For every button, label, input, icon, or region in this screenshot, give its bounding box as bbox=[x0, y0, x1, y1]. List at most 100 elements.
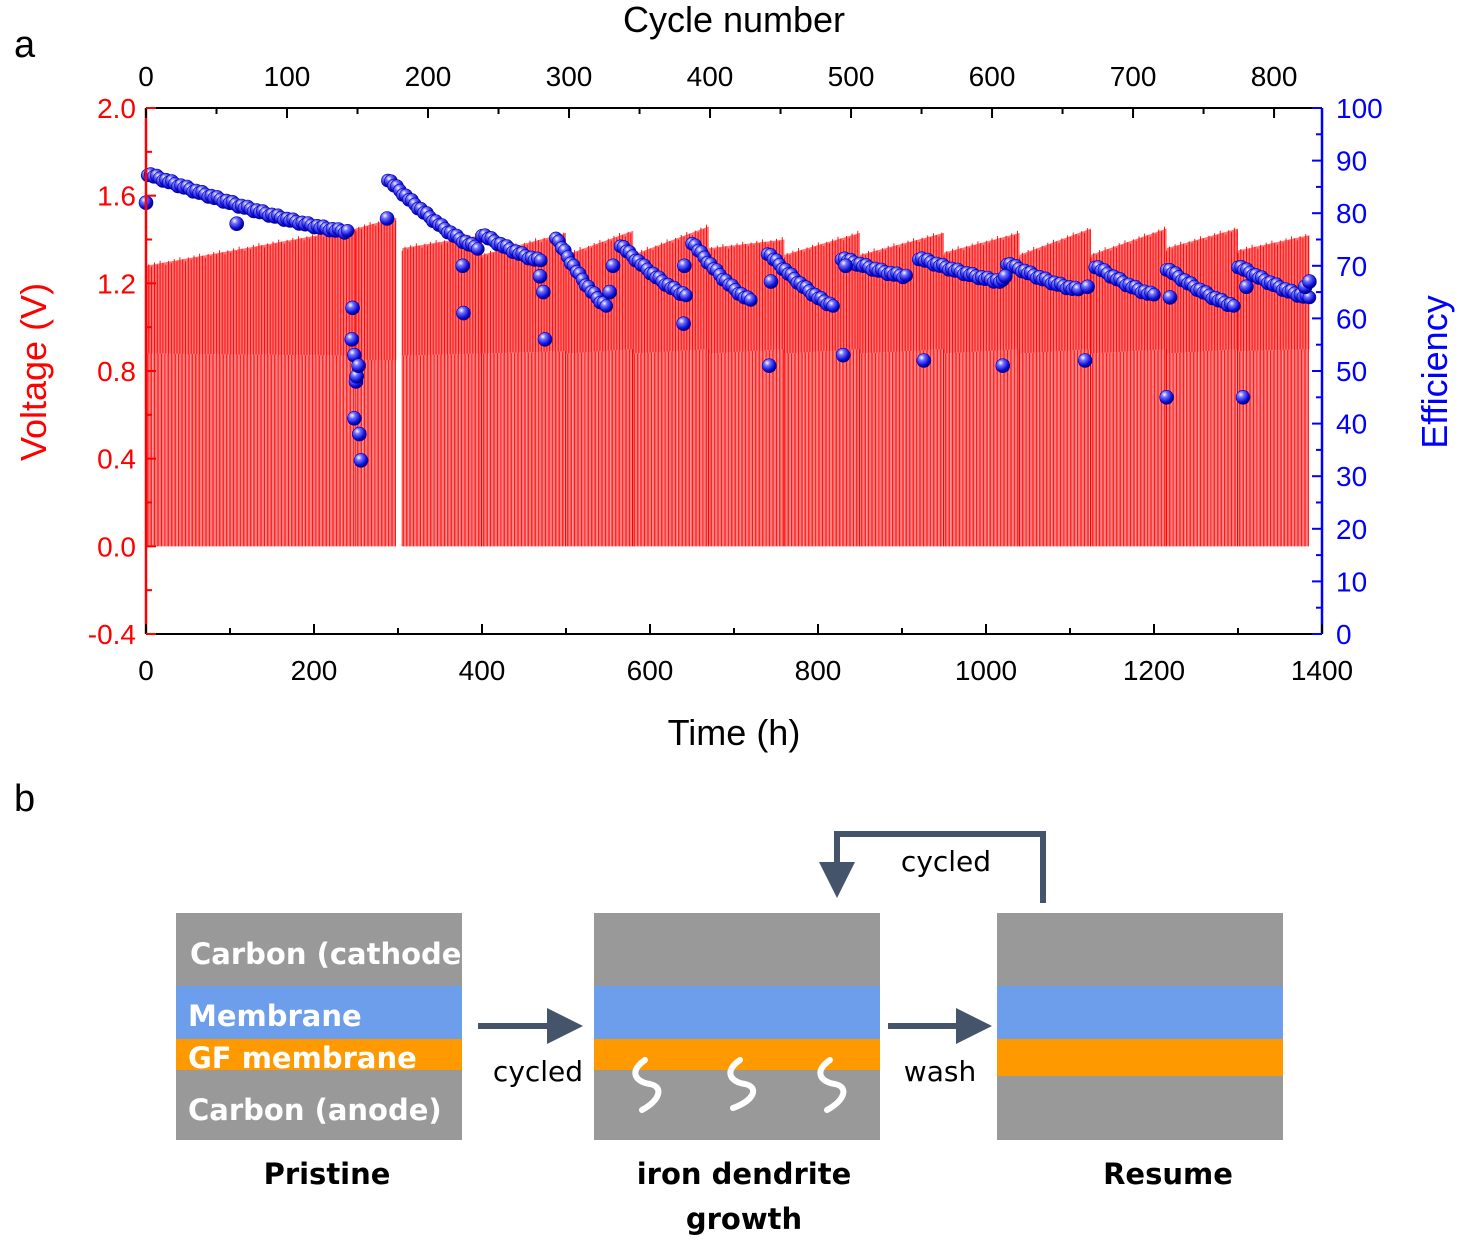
y-right-tick-label: 90 bbox=[1336, 146, 1367, 177]
efficiency-point bbox=[997, 268, 1013, 284]
y-right-tick-label: 30 bbox=[1336, 461, 1367, 492]
voltage-band bbox=[146, 228, 356, 356]
x-axis-title: Time (h) bbox=[668, 712, 801, 753]
carbon-cathode-label: Carbon (cathode) bbox=[190, 937, 475, 971]
efficiency-point bbox=[455, 258, 471, 274]
efficiency-point bbox=[340, 224, 355, 238]
efficiency-point bbox=[838, 258, 854, 274]
carbon-anode-layer bbox=[997, 1076, 1283, 1140]
y-left-tick-label: 0.0 bbox=[97, 531, 136, 562]
x-tick-label: 600 bbox=[627, 655, 674, 686]
efficiency-point bbox=[1162, 290, 1178, 305]
y-right-tick-label: 50 bbox=[1336, 356, 1367, 387]
efficiency-point bbox=[1077, 353, 1093, 368]
efficiency-point bbox=[761, 358, 777, 374]
efficiency-point bbox=[743, 293, 758, 307]
dendrite-icon bbox=[817, 1057, 847, 1113]
x-tick-label: 1400 bbox=[1291, 655, 1353, 686]
efficiency-point bbox=[351, 358, 366, 374]
membrane-label: Membrane bbox=[188, 999, 362, 1033]
top-x-tick-label: 700 bbox=[1110, 61, 1157, 92]
y-right-tick-label: 0 bbox=[1336, 619, 1352, 650]
efficiency-point bbox=[1147, 287, 1161, 302]
efficiency-point bbox=[1159, 389, 1174, 405]
efficiency-point bbox=[1235, 389, 1251, 405]
top-x-axis-title: Cycle number bbox=[623, 0, 845, 40]
arrow-cycled-label: cycled bbox=[493, 1055, 583, 1088]
top-x-tick-label: 600 bbox=[969, 61, 1016, 92]
top-x-tick-label: 100 bbox=[264, 61, 311, 92]
top-x-tick-label: 200 bbox=[405, 61, 452, 92]
x-tick-label: 1000 bbox=[955, 655, 1017, 686]
voltage-series bbox=[145, 216, 1310, 547]
efficiency-point bbox=[344, 332, 360, 347]
efficiency-point bbox=[679, 288, 693, 303]
membrane-layer bbox=[176, 986, 462, 1039]
x-tick-label: 800 bbox=[795, 655, 842, 686]
voltage-band bbox=[1238, 235, 1310, 352]
y-right-tick-label: 80 bbox=[1336, 198, 1367, 229]
efficiency-point bbox=[677, 258, 692, 274]
efficiency-point bbox=[1239, 279, 1254, 295]
y-right-tick-label: 20 bbox=[1336, 514, 1367, 545]
x-tick-label: 0 bbox=[138, 655, 154, 686]
efficiency-point bbox=[470, 242, 485, 256]
efficiency-series bbox=[138, 167, 1317, 468]
arrow-loop-back bbox=[819, 831, 1046, 903]
carbon-cathode-layer bbox=[997, 913, 1283, 986]
dendrite-caption-line1: iron dendrite bbox=[637, 1157, 852, 1191]
efficiency-point bbox=[916, 353, 932, 368]
carbon-cathode-layer bbox=[594, 913, 880, 986]
voltage-band bbox=[860, 232, 944, 354]
pristine-caption: Pristine bbox=[264, 1157, 391, 1191]
efficiency-point bbox=[535, 284, 551, 300]
efficiency-point bbox=[353, 453, 369, 468]
resume-caption: Resume bbox=[1103, 1157, 1233, 1191]
carbon-anode-label: Carbon (anode) bbox=[188, 1093, 442, 1127]
efficiency-point bbox=[379, 211, 395, 226]
dendrite-caption-line2: growth bbox=[686, 1202, 802, 1236]
efficiency-point bbox=[1227, 299, 1241, 313]
top-x-tick-label: 0 bbox=[138, 61, 154, 92]
panel-b-letter: b bbox=[14, 778, 35, 820]
resume-stack bbox=[997, 913, 1283, 1140]
y-right-tick-label: 60 bbox=[1336, 303, 1367, 334]
efficiency-point bbox=[346, 410, 362, 426]
gf-membrane-layer bbox=[176, 1039, 462, 1070]
gf-membrane-layer bbox=[997, 1039, 1283, 1076]
x-tick-label: 1200 bbox=[1123, 655, 1185, 686]
efficiency-point bbox=[352, 426, 367, 442]
efficiency-point bbox=[599, 299, 614, 313]
membrane-layer bbox=[997, 986, 1283, 1039]
diagram-panel-b: Carbon (cathode) Membrane GF membrane Ca… bbox=[176, 831, 1283, 1236]
membrane-layer bbox=[594, 986, 880, 1039]
efficiency-point bbox=[229, 216, 244, 231]
y-left-tick-label: -0.4 bbox=[88, 619, 136, 650]
dendrite-icon bbox=[632, 1057, 662, 1113]
voltage-band bbox=[402, 235, 482, 356]
efficiency-point bbox=[1080, 279, 1095, 295]
y-left-tick-label: 0.8 bbox=[97, 356, 136, 387]
top-x-tick-label: 300 bbox=[546, 61, 593, 92]
efficiency-point bbox=[676, 316, 691, 332]
efficiency-point bbox=[899, 268, 914, 283]
efficiency-point bbox=[835, 347, 851, 363]
pristine-stack: Carbon (cathode) Membrane GF membrane Ca… bbox=[176, 913, 475, 1140]
efficiency-point bbox=[532, 268, 548, 284]
y-left-tick-label: 1.6 bbox=[97, 181, 136, 212]
dendrite-icon bbox=[727, 1057, 757, 1111]
panel-a-letter: a bbox=[14, 24, 36, 66]
top-x-tick-label: 500 bbox=[828, 61, 875, 92]
y-axis-right-title: Efficiency bbox=[1414, 295, 1455, 448]
top-x-tick-label: 400 bbox=[687, 61, 734, 92]
carbon-anode-layer bbox=[176, 1070, 462, 1140]
efficiency-point bbox=[995, 358, 1011, 374]
efficiency-point bbox=[605, 258, 621, 274]
efficiency-point bbox=[345, 300, 360, 316]
x-tick-label: 200 bbox=[291, 655, 338, 686]
top-x-tick-label: 800 bbox=[1251, 61, 1298, 92]
dendrite-stack bbox=[594, 913, 880, 1140]
